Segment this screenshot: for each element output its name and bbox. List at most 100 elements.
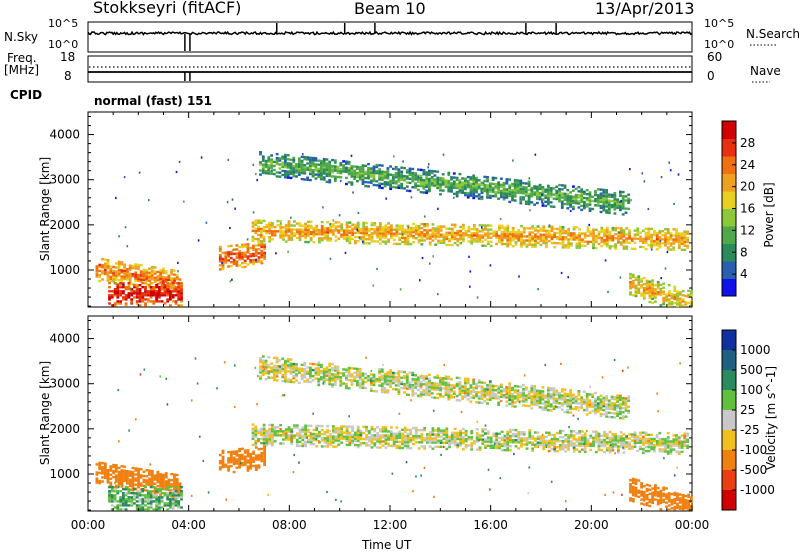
scatter-cell — [320, 169, 323, 173]
scatter-cell — [616, 200, 619, 203]
scatter-cell — [323, 229, 327, 232]
scatter-cell — [509, 241, 512, 244]
scatter-cell — [329, 229, 332, 232]
scatter-cell — [405, 189, 409, 192]
scatter-cell — [583, 444, 587, 447]
scatter-cell — [279, 226, 283, 229]
scatter-cell — [472, 396, 476, 400]
scatter-cell — [116, 300, 120, 303]
scatter-cell — [536, 401, 539, 405]
scatter-cell — [241, 255, 244, 259]
scatter-cell — [417, 435, 421, 438]
scatter-cell — [519, 195, 523, 199]
scatter-cell — [271, 444, 274, 447]
scatter-cell — [480, 181, 484, 184]
scatter-cell — [425, 375, 428, 378]
scatter-cell — [569, 432, 573, 435]
scatter-cell — [655, 444, 659, 447]
scatter-cell — [403, 440, 407, 444]
scatter-cell — [254, 427, 258, 430]
scatter-cell — [488, 196, 492, 199]
scatter-cell — [558, 238, 562, 241]
scatter-cell — [458, 391, 462, 394]
scatter-cell — [522, 388, 525, 391]
scatter-cell — [634, 276, 638, 279]
scatter-cell — [273, 356, 276, 359]
scatter-cell — [292, 377, 296, 380]
scatter-cell — [273, 368, 276, 372]
scatter-cell — [322, 206, 324, 209]
scatter-cell — [326, 431, 330, 434]
scatter-cell — [95, 265, 99, 268]
scatter-cell — [481, 438, 485, 441]
scatter-cell — [304, 222, 307, 225]
scatter-cell — [314, 377, 318, 380]
scatter-cell — [131, 266, 135, 270]
scatter-cell — [500, 195, 503, 199]
scatter-cell — [458, 393, 462, 396]
scatter-cell — [300, 367, 304, 371]
scatter-cell — [162, 277, 165, 281]
scatter-cell — [378, 224, 382, 227]
scatter-cell — [361, 380, 365, 383]
scatter-cell — [667, 304, 671, 307]
scatter-cell — [354, 227, 357, 230]
scatter-cell — [500, 438, 504, 442]
scatter-cell — [628, 447, 631, 450]
scatter-cell — [577, 202, 581, 205]
scatter-cell — [616, 404, 619, 407]
scatter-cell — [536, 231, 540, 234]
scatter-cell — [486, 444, 490, 447]
scatter-cell — [605, 245, 609, 248]
scatter-cell — [569, 236, 573, 239]
scatter-cell — [268, 431, 271, 435]
scatter-cell — [478, 234, 482, 237]
scatter-cell — [591, 395, 595, 398]
scatter-cell — [287, 434, 291, 437]
scatter-cell — [398, 228, 402, 231]
scatter-cell — [329, 237, 332, 240]
scatter-cell — [464, 393, 467, 397]
scatter-cell — [542, 239, 546, 243]
scatter-cell — [483, 393, 487, 397]
scatter-cell — [337, 439, 341, 442]
scatter-cell — [478, 224, 482, 227]
scatter-cell — [672, 440, 676, 443]
scatter-cell — [437, 225, 440, 228]
scatter-cell — [381, 236, 385, 239]
scatter-cell — [680, 234, 684, 237]
scatter-cell — [419, 168, 423, 172]
scatter-cell — [528, 239, 532, 242]
scatter-cell — [362, 240, 364, 243]
scatter-cell — [275, 371, 279, 374]
scatter-cell — [380, 384, 384, 388]
scatter-cell — [392, 381, 395, 385]
scatter-cell — [284, 155, 287, 159]
scatter-cell — [262, 431, 266, 435]
scatter-cell — [170, 271, 174, 274]
scatter-cell — [259, 441, 263, 445]
scatter-cell — [500, 391, 503, 394]
scatter-cell — [115, 196, 117, 200]
scatter-cell — [575, 236, 579, 239]
scatter-cell — [567, 234, 570, 237]
scatter-cell — [664, 440, 667, 443]
scatter-cell — [326, 443, 330, 446]
scatter-cell — [464, 183, 467, 187]
scatter-cell — [569, 440, 573, 443]
scatter-cell — [301, 444, 305, 448]
scatter-cell — [400, 178, 404, 182]
scatter-cell — [229, 265, 233, 268]
scatter-cell — [254, 441, 258, 445]
scatter-cell — [364, 172, 368, 176]
scatter-cell — [425, 393, 428, 396]
scatter-cell — [138, 304, 142, 307]
scatter-cell — [375, 378, 379, 381]
scatter-cell — [292, 156, 296, 160]
scatter-cell — [436, 392, 440, 396]
scatter-cell — [428, 229, 432, 232]
scatter-cell — [520, 445, 523, 448]
scatter-cell — [414, 228, 418, 232]
scatter-cell — [303, 370, 307, 373]
scatter-cell — [653, 446, 656, 449]
